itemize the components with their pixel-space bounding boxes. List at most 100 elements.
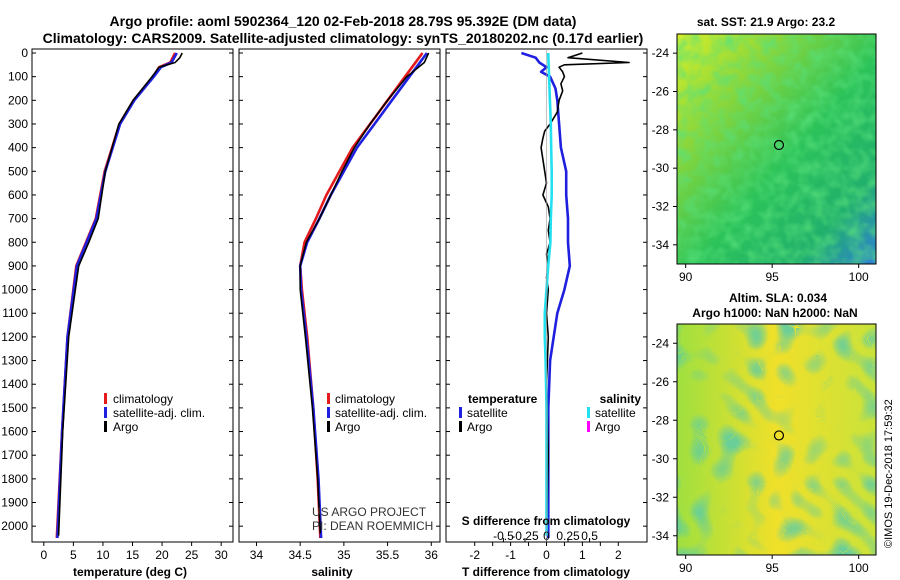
depth-tick-label: 0 — [21, 46, 28, 60]
difference-panel: -2 -1 0 1 2-0.5-0.25 0 0.25 0.5 — [469, 49, 630, 562]
x-tick-label: -2 — [469, 548, 480, 562]
depth-tick-label: 1200 — [1, 330, 28, 344]
imos-watermark: ©IMOS 19-Dec-2018 17:59:32 — [883, 399, 895, 548]
map-x-tick-label: 100 — [849, 561, 869, 575]
x-tick-label: 0 — [543, 548, 550, 562]
legend-swatch-argo — [104, 421, 107, 432]
depth-tick-label: 600 — [8, 188, 28, 202]
salinity-legend: climatology satellite-adj. clim. Argo — [327, 392, 427, 434]
legend-swatch-climatology — [104, 393, 107, 404]
x-tick-label: 35 — [337, 548, 351, 562]
depth-tick-label: 1100 — [2, 306, 28, 320]
salinity-panel: 34 34.5 35 35.5 36 — [250, 52, 439, 562]
depth-tick-label: 1300 — [1, 354, 28, 368]
depth-tick-label: 500 — [8, 164, 28, 178]
depth-tick-label: 1800 — [1, 472, 28, 486]
figure-title-line2: Climatology: CARS2009. Satellite-adjuste… — [43, 30, 644, 46]
figure-title-line1: Argo profile: aoml 5902364_120 02-Feb-20… — [110, 13, 577, 29]
x-tick-label: 0 — [40, 548, 47, 562]
x-tick-label: 15 — [126, 548, 140, 562]
depth-tick-label: 1000 — [1, 283, 28, 297]
legend-swatch-satellite-adj — [104, 407, 107, 418]
sla-map-axes: 90 95 100 -24 -26 -28 -30 -32 -34 — [652, 336, 869, 575]
depth-tick-label: 300 — [8, 117, 28, 131]
legend-label-t-argo: Argo — [467, 420, 493, 434]
x-tick-label: 25 — [185, 548, 199, 562]
depth-axis: 0 100 200 300 400 500 600 700 800 900 1000 1100 1200… — [1, 46, 647, 533]
map-x-tick-label: 95 — [765, 561, 779, 575]
depth-tick-label: 200 — [8, 93, 28, 107]
x2-tick-label: -0.25 — [511, 529, 539, 543]
x-tick-label: 2 — [615, 548, 622, 562]
legend-label-argo: Argo — [113, 420, 139, 434]
legend-label-satellite-adj-s: satellite-adj. clim. — [335, 406, 427, 420]
depth-tick-label: 100 — [8, 70, 28, 84]
series-line-salinity-satellite — [543, 52, 554, 536]
x-tick-label: 30 — [214, 548, 228, 562]
map-y-tick-label: -30 — [652, 161, 670, 175]
temperature-axis-label: temperature (deg C) — [73, 565, 187, 579]
legend-swatch-satellite-adj-s — [327, 407, 330, 418]
legend-label-s-argo: Argo — [595, 420, 621, 434]
x2-tick-label: 0.25 — [556, 529, 580, 543]
map-y-tick-label: -28 — [652, 413, 670, 427]
series-line-temperature-satellite — [520, 51, 572, 538]
x-tick-label: 5 — [70, 548, 77, 562]
map-y-tick-label: -28 — [652, 123, 670, 137]
x2-tick-label: -0.5 — [493, 529, 514, 543]
map-x-tick-label: 100 — [849, 270, 869, 284]
legend-label-climatology: climatology — [113, 392, 173, 406]
legend-swatch-climatology-s — [327, 393, 330, 404]
temperature-panel: 0 5 10 15 20 25 30 — [40, 52, 228, 562]
map-x-tick-label: 90 — [679, 561, 693, 575]
x2-tick-label: 0.5 — [581, 529, 598, 543]
salinity-axis-label: salinity — [311, 565, 353, 579]
depth-tick-label: 700 — [8, 212, 28, 226]
sla-map-title: Altim. SLA: 0.034 — [729, 291, 827, 305]
sst-map-frame — [676, 33, 877, 265]
legend-label-climatology-s: climatology — [335, 392, 395, 406]
map-x-tick-label: 90 — [679, 270, 693, 284]
map-y-tick-label: -34 — [652, 238, 670, 252]
map-y-tick-label: -32 — [652, 490, 670, 504]
x-tick-label: 10 — [96, 548, 110, 562]
legend-heading-salinity: salinity — [600, 392, 642, 406]
legend-swatch-t-argo — [459, 421, 462, 432]
legend-label-argo-s: Argo — [335, 420, 361, 434]
series-line-satellite-adj-clim- — [298, 52, 428, 539]
x-tick-label: 20 — [155, 548, 169, 562]
series-line-argo — [299, 52, 430, 534]
sst-map-title: sat. SST: 21.9 Argo: 23.2 — [697, 15, 836, 29]
map-y-tick-label: -26 — [652, 375, 670, 389]
legend-label-s-satellite: satellite — [595, 406, 636, 420]
credit-line-2: PI: DEAN ROEMMICH — [312, 519, 433, 533]
x-tick-label: -1 — [505, 548, 516, 562]
depth-tick-label: 1400 — [1, 377, 28, 391]
series-line-temperature-argo — [540, 52, 630, 536]
sla-map-subtitle: Argo h1000: NaN h2000: NaN — [692, 306, 857, 320]
x-tick-label: 35.5 — [376, 548, 400, 562]
difference-legend: temperature satellite Argo salinity sate… — [459, 392, 641, 434]
depth-tick-label: 400 — [8, 141, 28, 155]
map-y-tick-label: -26 — [652, 85, 670, 99]
depth-tick-label: 1500 — [1, 401, 28, 415]
legend-label-satellite-adj: satellite-adj. clim. — [113, 406, 205, 420]
depth-tick-label: 900 — [8, 259, 28, 273]
s-difference-axis-label: S difference from climatology — [462, 514, 631, 528]
x-tick-label: 36 — [425, 548, 439, 562]
legend-heading-temperature: temperature — [468, 392, 538, 406]
depth-tick-label: 2000 — [1, 519, 28, 533]
legend-label-t-satellite: satellite — [467, 406, 508, 420]
depth-tick-label: 800 — [8, 235, 28, 249]
depth-tick-label: 1700 — [1, 448, 28, 462]
t-difference-axis-label: T difference from climatology — [462, 565, 630, 579]
salinity-panel-frame — [238, 48, 441, 543]
map-x-tick-label: 95 — [765, 270, 779, 284]
map-y-tick-label: -34 — [652, 529, 670, 543]
legend-swatch-s-satellite — [587, 407, 590, 418]
sla-map-frame — [676, 323, 877, 556]
x-tick-label: 34 — [250, 548, 264, 562]
sst-map-axes: 90 95 100 -24 -26 -28 -30 -32 -34 — [652, 46, 869, 284]
depth-tick-label: 1900 — [1, 496, 28, 510]
